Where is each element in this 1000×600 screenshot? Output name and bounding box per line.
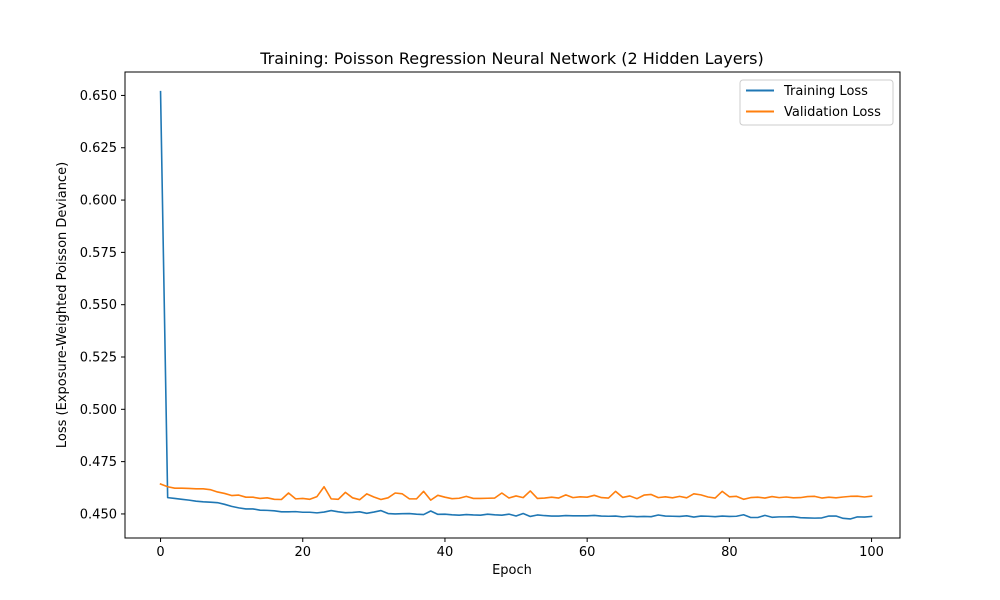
y-tick-label: 0.525 (80, 350, 117, 365)
legend: Training Loss Validation Loss (739, 79, 894, 126)
x-tick-label: 100 (859, 545, 884, 560)
y-axis-title: Loss (Exposure-Weighted Poisson Deviance… (55, 162, 70, 448)
y-tick-label: 0.575 (80, 246, 117, 261)
x-axis-title: Epoch (492, 563, 532, 578)
series-line-training-loss (159, 90, 873, 520)
x-axis-ticks: 0 20 40 60 80 100 (156, 538, 884, 560)
y-tick-label: 0.625 (80, 141, 117, 156)
x-tick-label: 0 (156, 545, 164, 560)
x-tick-label: 20 (294, 545, 311, 560)
y-tick-label: 0.475 (80, 455, 117, 470)
legend-box (739, 79, 894, 126)
y-tick-label: 0.500 (80, 403, 117, 418)
plot-series-group (159, 90, 873, 520)
x-tick-label: 80 (721, 545, 738, 560)
chart-title: Training: Poisson Regression Neural Netw… (259, 49, 764, 68)
legend-label-training-loss: Training Loss (783, 84, 868, 99)
y-axis-ticks: 0.450 0.475 0.500 0.525 0.550 0.575 0.600 0.625… (80, 89, 125, 522)
y-tick-label: 0.450 (80, 507, 117, 522)
series-line-validation-loss (159, 482, 873, 501)
y-tick-label: 0.650 (80, 89, 117, 104)
x-tick-label: 60 (579, 545, 596, 560)
x-tick-label: 40 (437, 545, 454, 560)
y-tick-label: 0.550 (80, 298, 117, 313)
y-tick-label: 0.600 (80, 194, 117, 209)
legend-label-validation-loss: Validation Loss (784, 105, 881, 120)
